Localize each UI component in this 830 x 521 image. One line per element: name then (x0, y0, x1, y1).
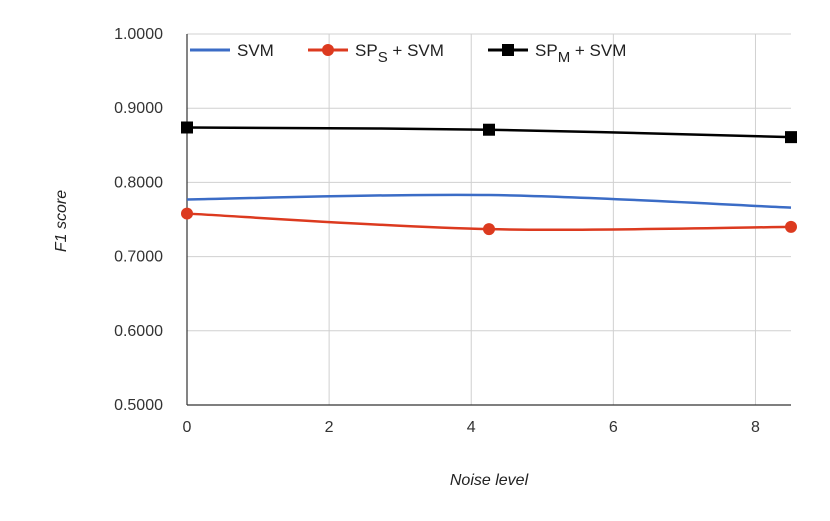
x-axis-title: Noise level (450, 472, 529, 489)
y-tick-label: 0.5000 (114, 397, 163, 414)
data-point (181, 207, 193, 220)
legend-marker (502, 44, 514, 56)
series-3 (181, 121, 797, 144)
legend-label: SVM (237, 41, 274, 60)
data-point (483, 123, 495, 136)
x-tick-label: 8 (751, 419, 760, 436)
y-tick-label: 1.0000 (114, 26, 163, 43)
data-point (785, 131, 797, 144)
series-layer (181, 121, 797, 236)
legend-item: SVM (190, 41, 274, 60)
legend-label: SPM + SVM (535, 41, 626, 66)
legend-item: SPS + SVM (308, 41, 444, 66)
series-line (186, 193, 792, 209)
x-tick-label: 4 (467, 419, 476, 436)
series-2 (181, 207, 797, 236)
y-tick-label: 0.7000 (114, 249, 163, 266)
y-tick-label: 0.8000 (114, 174, 163, 191)
data-point (483, 223, 495, 236)
x-tick-label: 0 (183, 419, 192, 436)
grid (187, 33, 791, 406)
legend-item: SPM + SVM (488, 41, 626, 66)
legend-marker (322, 44, 334, 56)
y-tick-label: 0.9000 (114, 100, 163, 117)
data-point (785, 220, 797, 233)
data-point (181, 121, 193, 134)
legend: SVM SPS + SVM SPM + SVM (190, 41, 626, 66)
y-axis-title: F1 score (53, 190, 70, 252)
x-tick-label: 2 (325, 419, 334, 436)
tick-labels: 0.5000 0.6000 0.7000 0.8000 0.9000 1.0000 0 2 4 6… (114, 26, 760, 436)
x-tick-label: 6 (609, 419, 618, 436)
legend-label: SPS + SVM (355, 41, 444, 66)
series-1 (186, 193, 792, 209)
y-tick-label: 0.6000 (114, 323, 163, 340)
